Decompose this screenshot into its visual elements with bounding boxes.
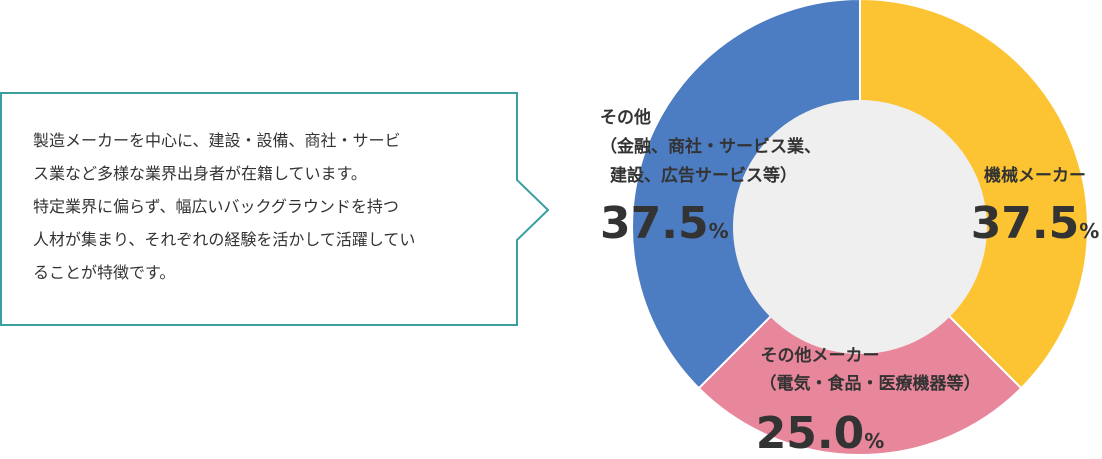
value-unit: % bbox=[1079, 219, 1099, 243]
callout-box bbox=[0, 92, 550, 326]
category-sublabel: （電気・食品・医療機器等） bbox=[760, 373, 981, 394]
value-number: 37.5 bbox=[600, 198, 709, 249]
value-label: 37.5% bbox=[600, 198, 729, 249]
value-label: 25.0% bbox=[756, 408, 885, 459]
value-unit: % bbox=[709, 219, 729, 243]
callout-text: ることが特徴です。 bbox=[33, 263, 175, 282]
value-number: 37.5 bbox=[971, 198, 1080, 249]
callout-text: 製造メーカーを中心に、建設・設備、商社・サービ bbox=[33, 131, 401, 150]
value-label: 37.5% bbox=[971, 198, 1100, 249]
donut-hole bbox=[733, 100, 987, 354]
category-label: 機械メーカー bbox=[984, 165, 1086, 186]
category-sublabel: 建設、広告サービス等） bbox=[610, 165, 797, 186]
value-number: 25.0 bbox=[756, 408, 865, 459]
category-label: その他メーカー bbox=[761, 345, 880, 366]
callout-text: 特定業界に偏らず、幅広いバックグラウンドを持つ bbox=[33, 197, 399, 216]
category-label: その他 bbox=[600, 107, 651, 128]
category-sublabel: （金融、商社・サービス業、 bbox=[600, 136, 821, 157]
callout-text: ス業など多様な業界出身者が在籍しています。 bbox=[33, 164, 367, 183]
value-unit: % bbox=[864, 429, 884, 453]
callout-text: 人材が集まり、それぞれの経験を活かして活躍してい bbox=[33, 230, 415, 249]
